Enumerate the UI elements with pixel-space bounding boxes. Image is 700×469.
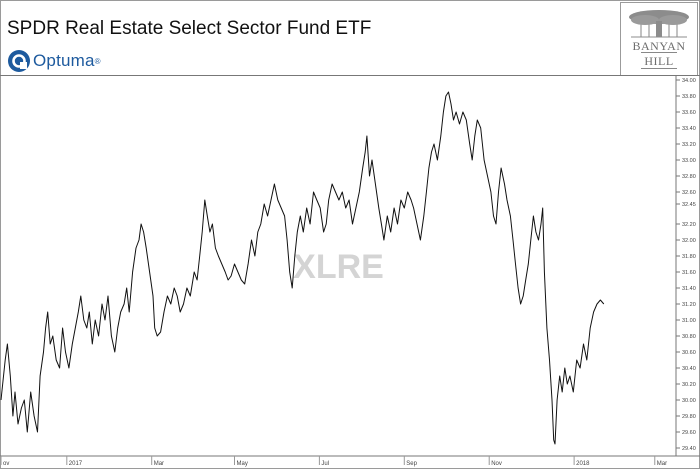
y-tick-label: 31.80 [682, 254, 696, 260]
y-tick-label: 30.40 [682, 366, 696, 372]
banyan-tree-icon [629, 10, 689, 38]
y-tick-label: 30.80 [682, 334, 696, 340]
y-tick-label: 32.60 [682, 190, 696, 196]
y-tick-label: 31.20 [682, 302, 696, 308]
y-tick-label: 33.20 [682, 142, 696, 148]
y-tick-label: 30.00 [682, 398, 696, 404]
y-tick-label: 33.40 [682, 126, 696, 132]
watermark-label: XLRE [293, 248, 384, 286]
y-tick-label: 33.80 [682, 94, 696, 100]
x-tick-label: Sep [406, 461, 417, 467]
optuma-label: Optuma [33, 51, 95, 70]
x-tick-label: Mar [657, 461, 667, 467]
x-tick-label: 2017 [69, 461, 83, 467]
y-tick-label: 29.60 [682, 430, 696, 436]
y-tick-label: 29.40 [682, 446, 696, 452]
optuma-logo-icon [8, 50, 30, 72]
price-series-line [0, 91, 605, 445]
optuma-registered-mark: ® [94, 56, 101, 66]
y-tick-label: 30.20 [682, 382, 696, 388]
y-tick-label: 33.00 [682, 158, 696, 164]
y-tick-label: 30.60 [682, 350, 696, 356]
x-tick-label: 2018 [576, 461, 590, 467]
logo-text-banyan: BANYAN [632, 39, 686, 53]
logo-text-hill: HILL [644, 54, 674, 68]
y-tick-label: 32.20 [682, 222, 696, 228]
y-tick-label: 31.00 [682, 318, 696, 324]
y-tick-label: 32.45 [682, 202, 696, 208]
y-tick-label: 31.40 [682, 286, 696, 292]
x-tick-label: ov [3, 461, 9, 467]
y-tick-label: 32.80 [682, 174, 696, 180]
y-tick-label: 32.00 [682, 238, 696, 244]
x-tick-label: Nov [491, 461, 502, 467]
x-tick-label: Mar [154, 461, 164, 467]
y-tick-label: 34.00 [682, 78, 696, 84]
banyan-hill-logo: BANYAN HILL [620, 2, 698, 76]
logo-divider [641, 68, 677, 69]
page-title: SPDR Real Estate Select Sector Fund ETF [7, 18, 372, 39]
y-tick-label: 31.60 [682, 270, 696, 276]
y-tick-label: 29.80 [682, 414, 696, 420]
header-divider [0, 75, 700, 76]
optuma-brand: Optuma ® [7, 49, 101, 73]
logo-divider [641, 52, 677, 53]
y-tick-label: 33.60 [682, 110, 696, 116]
x-tick-label: May [236, 461, 247, 467]
x-tick-label: Jul [321, 461, 329, 467]
